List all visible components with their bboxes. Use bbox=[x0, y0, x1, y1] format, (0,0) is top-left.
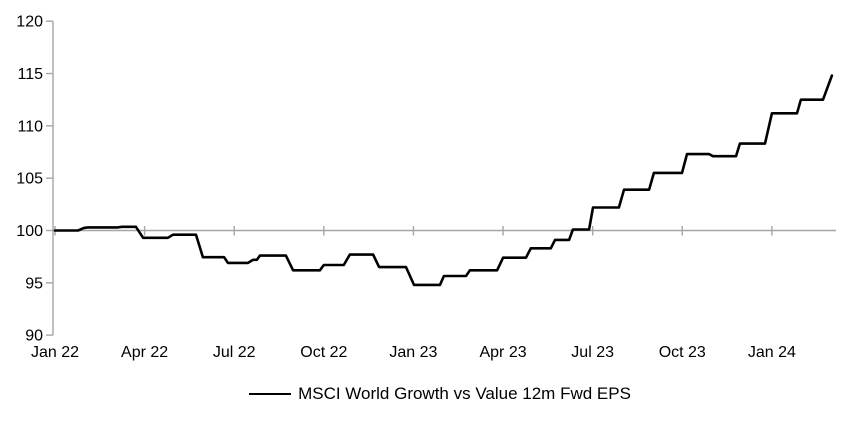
x-tick-label: Jul 23 bbox=[571, 344, 614, 361]
x-tick-label: Oct 23 bbox=[659, 344, 706, 361]
x-tick-label: Apr 23 bbox=[479, 344, 526, 361]
y-tick-label: 115 bbox=[17, 66, 43, 83]
x-tick-label: Jan 22 bbox=[31, 344, 79, 361]
legend: MSCI World Growth vs Value 12m Fwd EPS bbox=[14, 384, 852, 404]
x-tick-label: Jan 23 bbox=[389, 344, 437, 361]
y-tick-label: 105 bbox=[16, 171, 43, 188]
y-tick-label: 120 bbox=[16, 14, 43, 31]
y-tick-label: 110 bbox=[17, 118, 43, 135]
y-tick-label: 100 bbox=[16, 223, 43, 240]
x-tick-label: Apr 22 bbox=[121, 344, 168, 361]
x-tick-label: Jan 24 bbox=[748, 344, 796, 361]
legend-label: MSCI World Growth vs Value 12m Fwd EPS bbox=[298, 384, 631, 403]
x-tick-label: Jul 22 bbox=[213, 344, 256, 361]
legend-line-icon bbox=[249, 393, 292, 395]
y-tick-label: 90 bbox=[25, 328, 43, 345]
x-tick-label: Oct 22 bbox=[300, 344, 347, 361]
y-tick-label: 95 bbox=[25, 275, 43, 292]
series-line bbox=[53, 74, 834, 287]
